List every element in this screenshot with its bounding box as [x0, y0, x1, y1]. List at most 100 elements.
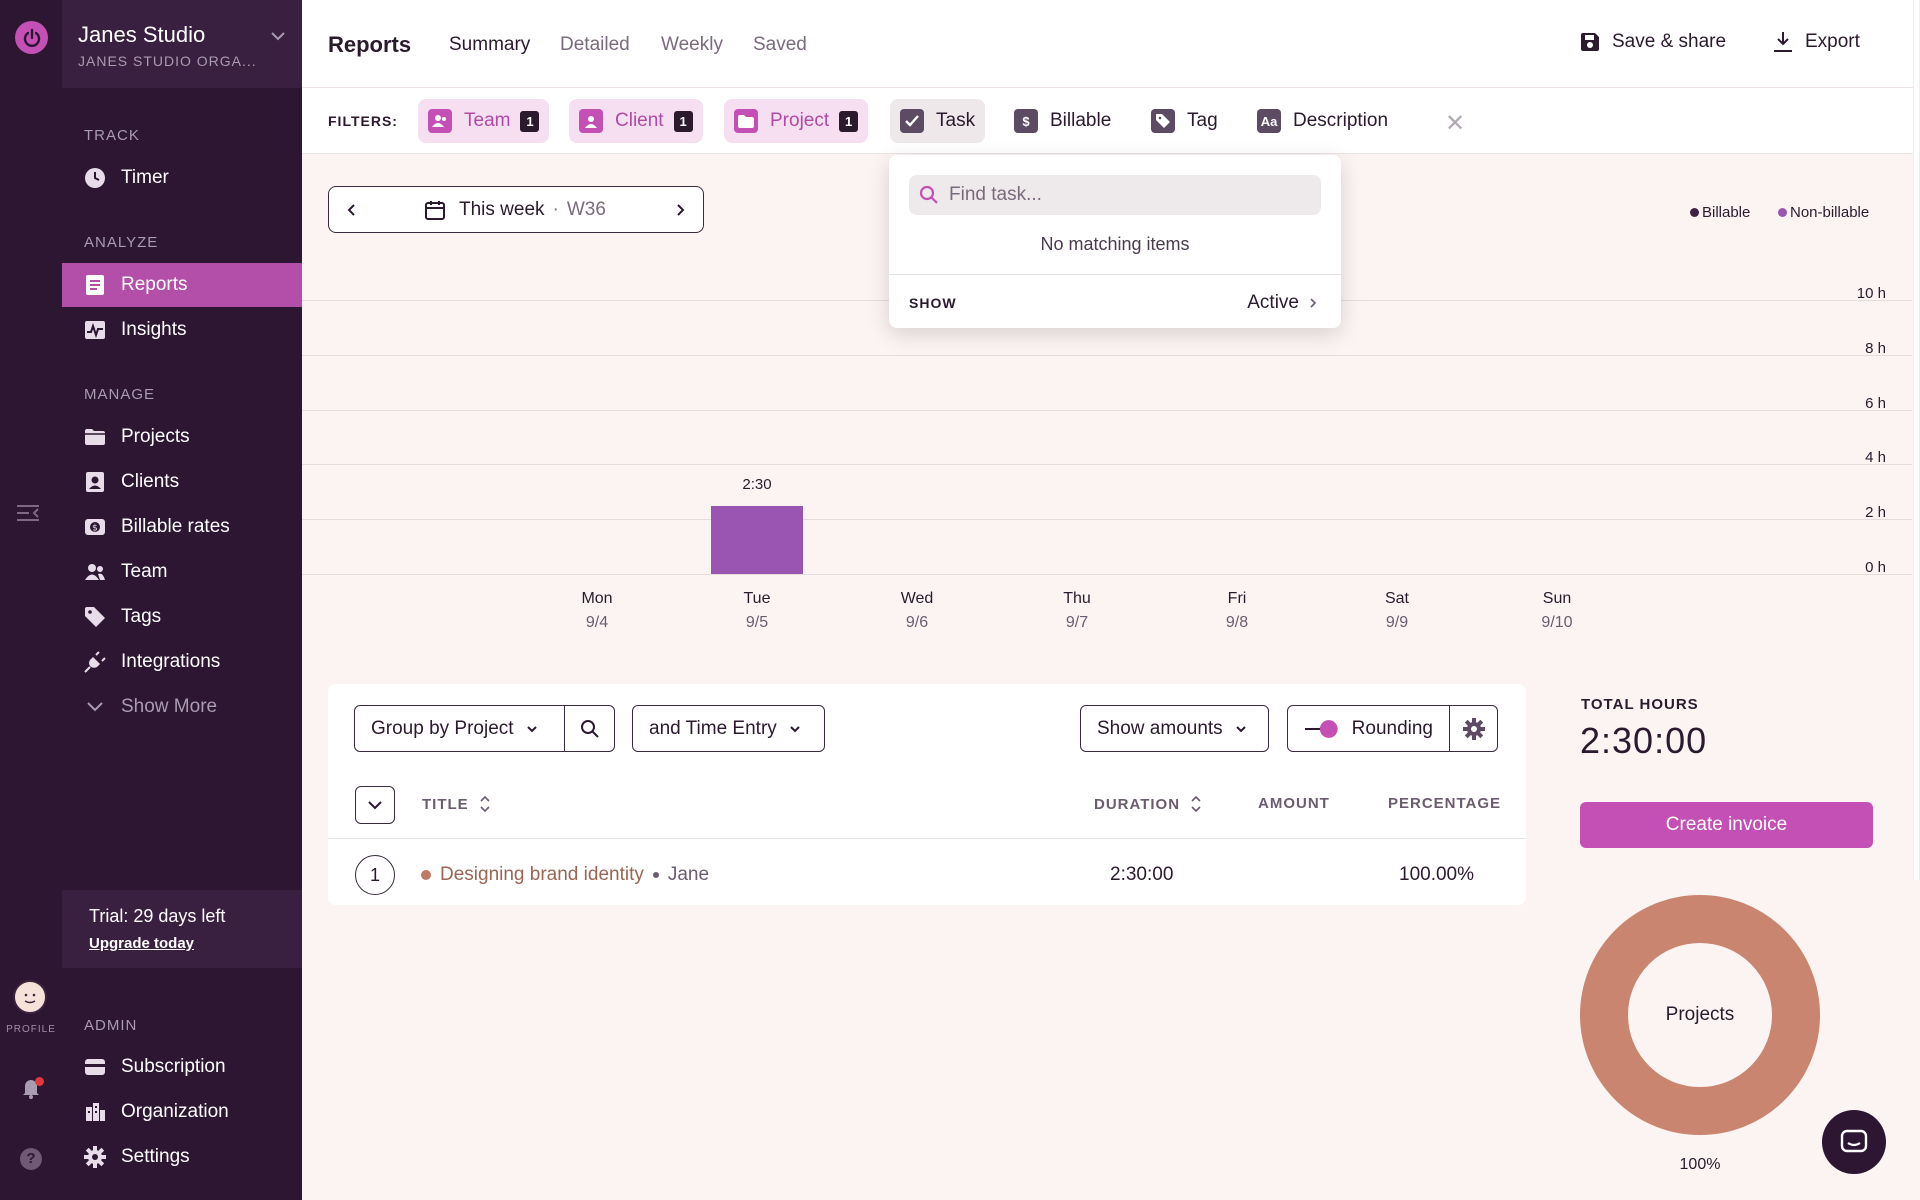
chevron-right-icon[interactable] [673, 199, 687, 226]
sidebar-show-more[interactable]: Show More [62, 685, 302, 729]
project-color-dot [421, 870, 431, 880]
profile-label: PROFILE [6, 1024, 56, 1035]
show-status-select[interactable]: Active [1247, 292, 1319, 314]
chat-support-button[interactable] [1822, 1110, 1886, 1174]
expand-all-button[interactable] [355, 786, 395, 824]
legend-billable-label: Billable [1702, 204, 1751, 221]
save-share-button[interactable]: Save & share [1580, 31, 1726, 53]
chart-bar-tue[interactable] [711, 505, 803, 574]
tab-weekly[interactable]: Weekly [661, 34, 723, 55]
filter-project[interactable]: Project 1 [724, 99, 869, 143]
week-label: This week [459, 199, 545, 220]
upgrade-link[interactable]: Upgrade today [89, 935, 195, 952]
tab-saved[interactable]: Saved [753, 34, 807, 55]
filter-client[interactable]: Client 1 [569, 99, 703, 143]
rounding-settings-button[interactable] [1449, 705, 1498, 752]
chevron-down-icon [790, 725, 800, 732]
week-range[interactable]: This week · W36 [425, 199, 606, 221]
tag-icon [84, 606, 106, 628]
sidebar-item-reports[interactable]: Reports [62, 263, 302, 307]
sidebar-item-integrations[interactable]: Integrations [62, 640, 302, 684]
sidebar-item-settings[interactable]: Settings [62, 1135, 302, 1179]
filter-team[interactable]: Team 1 [418, 99, 550, 143]
sidebar-item-subscription[interactable]: Subscription [62, 1045, 302, 1089]
legend-non-billable-label: Non-billable [1790, 204, 1870, 221]
filter-project-label: Project [770, 110, 830, 131]
x-tick-date: 9/10 [1541, 614, 1573, 631]
clear-filters-icon[interactable]: ✕ [1445, 110, 1466, 137]
export-button[interactable]: Export [1773, 31, 1860, 53]
sidebar-item-label: Projects [121, 426, 190, 447]
chart-gridline [302, 354, 1912, 356]
task-search-box [909, 175, 1321, 215]
power-logo-icon[interactable] [15, 21, 48, 54]
total-hours-label: TOTAL HOURS [1581, 696, 1699, 713]
collapse-sidebar-icon[interactable] [15, 500, 43, 526]
user-group-icon [428, 109, 452, 133]
workspace-switcher[interactable]: Janes Studio JANES STUDIO ORGA... [62, 0, 302, 88]
gear-icon [1462, 717, 1485, 740]
text-icon: Aa [1257, 109, 1281, 133]
page-scrollbar[interactable] [1913, 0, 1920, 880]
sidebar-item-label: Tags [121, 606, 162, 627]
save-share-label: Save & share [1612, 31, 1727, 52]
profile-avatar[interactable] [13, 980, 47, 1014]
bar-value-label: 2:30 [742, 475, 772, 493]
y-tick-label: 8 h [1865, 339, 1886, 357]
filter-description[interactable]: Aa Description [1247, 99, 1398, 143]
scrollbar-thumb[interactable] [1914, 0, 1919, 880]
sidebar-item-team[interactable]: Team [62, 550, 302, 594]
section-admin: ADMIN [84, 1017, 138, 1034]
chevron-left-icon[interactable] [345, 199, 359, 226]
task-search-input[interactable] [949, 184, 1309, 206]
section-track: TRACK [84, 127, 140, 144]
search-button[interactable] [564, 705, 615, 752]
sidebar-item-billable-rates[interactable]: $ Billable rates [62, 505, 302, 549]
row-duration: 2:30:00 [1110, 864, 1174, 885]
clock-icon [84, 167, 106, 189]
sidebar-item-label: Team [121, 561, 168, 582]
filter-billable[interactable]: $ Billable [1004, 99, 1121, 143]
table-row-title[interactable]: Designing brand identity Jane [421, 864, 709, 886]
sidebar-item-insights[interactable]: Insights [62, 308, 302, 352]
sidebar-item-projects[interactable]: Projects [62, 415, 302, 459]
workspace-org: JANES STUDIO ORGA... [78, 53, 257, 69]
sidebar-item-timer[interactable]: Timer [62, 156, 302, 200]
group-by-select[interactable]: Group by Project [354, 705, 565, 752]
sidebar-item-clients[interactable]: Clients [62, 460, 302, 504]
rounding-toggle[interactable]: Rounding [1287, 705, 1450, 752]
column-amount: AMOUNT [1258, 795, 1330, 812]
donut-center-label: Projects [1665, 1004, 1735, 1025]
show-amounts-select[interactable]: Show amounts [1080, 705, 1269, 752]
chart-gridline [302, 409, 1912, 411]
top-bar: Reports Summary Detailed Weekly Saved Sa… [302, 0, 1920, 88]
donut-percent: 100% [1679, 1156, 1721, 1173]
tab-summary[interactable]: Summary [449, 34, 531, 55]
tab-detailed[interactable]: Detailed [560, 34, 630, 55]
filter-client-label: Client [615, 110, 664, 131]
legend-dot [1690, 208, 1699, 217]
create-invoice-button[interactable]: Create invoice [1580, 802, 1873, 848]
row-percentage: 100.00% [1399, 864, 1475, 885]
chevron-down-icon [268, 26, 288, 46]
projects-donut-chart [1580, 895, 1820, 1135]
x-tick-date: 9/6 [905, 614, 929, 631]
column-duration[interactable]: DURATION [1094, 795, 1202, 813]
sub-group-select[interactable]: and Time Entry [632, 705, 825, 752]
column-title[interactable]: TITLE [422, 795, 491, 813]
help-icon[interactable]: ? [20, 1148, 42, 1170]
y-tick-label: 2 h [1865, 504, 1886, 522]
x-tick-date: 9/9 [1385, 614, 1409, 631]
save-icon [1581, 33, 1599, 51]
sidebar-item-organization[interactable]: Organization [62, 1090, 302, 1134]
insights-icon [84, 319, 106, 341]
filter-task[interactable]: Task [890, 99, 986, 143]
chart-gridline [302, 519, 1912, 521]
show-amounts-label: Show amounts [1097, 717, 1223, 739]
sidebar-item-tags[interactable]: Tags [62, 595, 302, 639]
dollar-icon: $ [1014, 109, 1038, 133]
x-tick-day: Wed [900, 590, 934, 607]
row-expand-count[interactable]: 1 [355, 855, 395, 895]
sidebar-item-label: Settings [121, 1146, 190, 1167]
filter-tag[interactable]: Tag [1141, 99, 1228, 143]
